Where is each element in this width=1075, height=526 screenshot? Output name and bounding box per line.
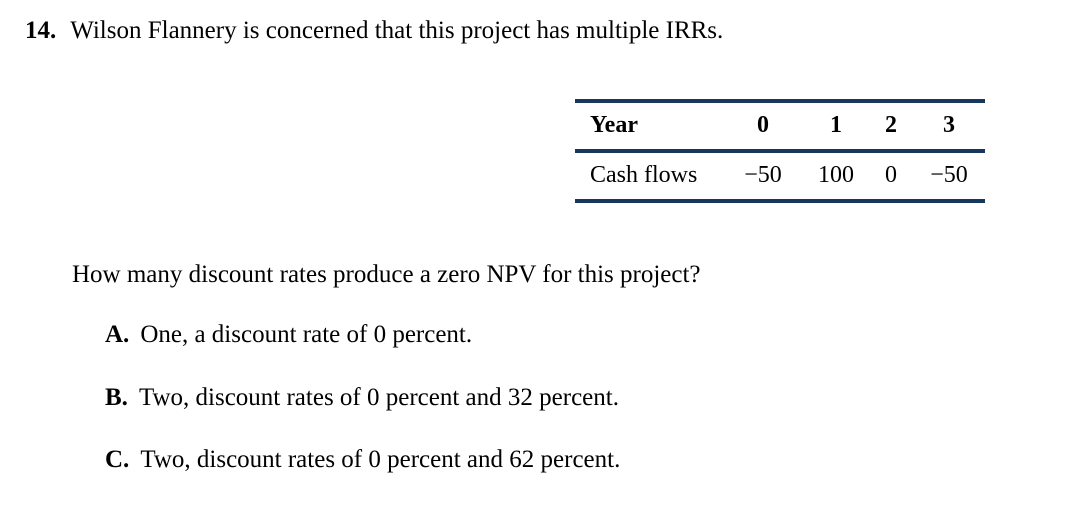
question-stem-line: 14. Wilson Flannery is concerned that thi… <box>25 16 723 46</box>
option-a-text: One, a discount rate of 0 percent. <box>140 321 473 348</box>
table-header-year: Year <box>590 112 638 138</box>
cash-flow-year-2: 0 <box>885 162 897 188</box>
table-header-year-0: 0 <box>757 112 769 138</box>
table-header-year-3: 3 <box>943 112 955 138</box>
table-header-year-1: 1 <box>830 112 842 138</box>
table-header-row: Year 0 1 2 3 <box>575 101 985 151</box>
option-b-text: Two, discount rates of 0 percent and 32 … <box>138 384 619 411</box>
table-row-cash-flows: Cash flows −50 100 0 −50 <box>575 151 985 201</box>
answer-option-c: C. Two, discount rates of 0 percent and 6… <box>105 446 620 474</box>
cash-flow-year-0: −50 <box>744 162 782 188</box>
option-a-label: A. <box>105 321 130 348</box>
cash-flow-table: Year 0 1 2 3 Cash flows −50 100 0 −50 <box>575 99 985 203</box>
option-b-label: B. <box>105 384 128 411</box>
cash-flow-year-3: −50 <box>930 162 968 188</box>
answer-option-b: B. Two, discount rates of 0 percent and 3… <box>105 384 619 412</box>
option-c-text: Two, discount rates of 0 percent and 62 … <box>140 446 621 473</box>
cash-flows-row-label: Cash flows <box>590 162 698 188</box>
question-prompt: How many discount rates produce a zero N… <box>72 261 701 288</box>
table-header-year-2: 2 <box>885 112 897 138</box>
cash-flow-table-container: Year 0 1 2 3 Cash flows −50 100 0 −50 <box>575 99 985 203</box>
cash-flow-year-1: 100 <box>818 162 854 188</box>
question-stem: Wilson Flannery is concerned that this p… <box>70 17 724 44</box>
option-c-label: C. <box>105 446 130 473</box>
answer-option-a: A. One, a discount rate of 0 percent. <box>105 321 472 349</box>
question-number: 14. <box>25 17 57 44</box>
